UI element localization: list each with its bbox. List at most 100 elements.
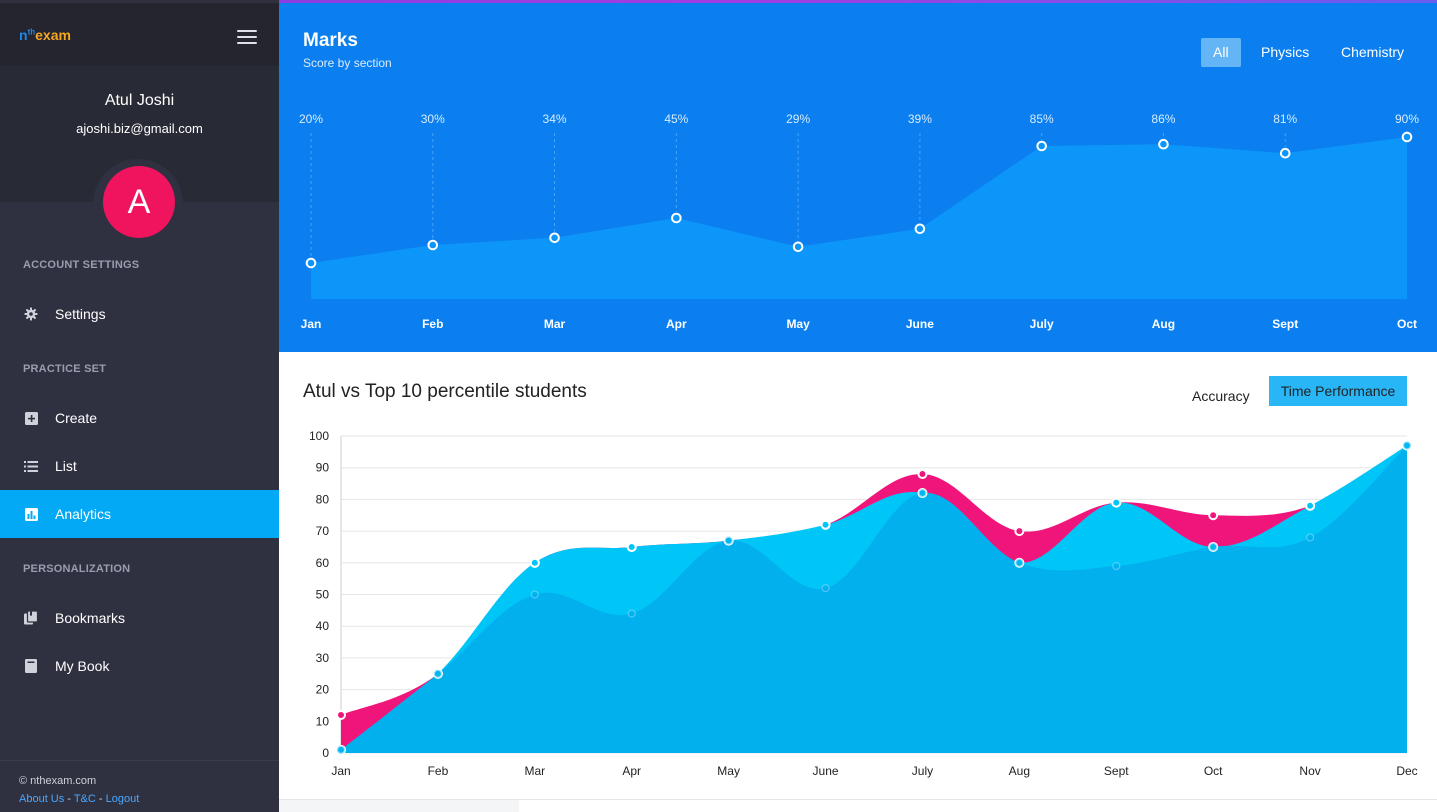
gear-icon <box>24 307 38 321</box>
marks-data-label: 39% <box>908 112 932 126</box>
marks-point <box>427 239 439 251</box>
y-tick-label: 70 <box>316 524 330 538</box>
marks-point <box>305 257 317 269</box>
series-overlap-point <box>918 488 927 498</box>
x-tick-label: Aug <box>1009 764 1030 778</box>
x-tick-label: July <box>912 764 933 778</box>
sidebar-item-label: My Book <box>55 658 110 674</box>
logo-superscript: th <box>27 27 36 37</box>
series-top10-point <box>529 557 540 568</box>
x-tick-label: Oct <box>1204 764 1223 778</box>
marks-x-label: May <box>786 317 810 331</box>
x-tick-label: June <box>813 764 839 778</box>
sidebar-item-bookmarks[interactable]: Bookmarks <box>0 594 279 642</box>
avatar[interactable]: A <box>103 166 175 238</box>
copyright: © nthexam.com <box>19 775 97 787</box>
terms-link[interactable]: T&C <box>73 793 96 805</box>
marks-x-label: Aug <box>1152 317 1175 331</box>
sidebar-item-settings[interactable]: Settings <box>0 290 279 338</box>
marks-data-label: 90% <box>1395 112 1419 126</box>
logo[interactable]: nthexam <box>19 27 71 43</box>
y-tick-label: 20 <box>316 683 330 697</box>
accuracy-toggle[interactable]: Accuracy <box>1192 388 1250 404</box>
time-performance-toggle[interactable]: Time Performance <box>1269 376 1407 406</box>
marks-x-label: July <box>1030 317 1054 331</box>
x-tick-label: Nov <box>1299 764 1320 778</box>
marks-point <box>1279 147 1291 159</box>
marks-x-label: Oct <box>1397 317 1417 331</box>
x-tick-label: Feb <box>428 764 449 778</box>
hamburger-menu-icon[interactable] <box>237 30 257 44</box>
marks-data-label: 34% <box>543 112 567 126</box>
sidebar-item-create[interactable]: Create <box>0 394 279 442</box>
section-personalization: PERSONALIZATION <box>23 563 131 575</box>
y-tick-label: 80 <box>316 492 330 506</box>
marks-x-label: Sept <box>1272 317 1298 331</box>
series-overlap-point <box>821 584 830 593</box>
marks-x-label: Mar <box>544 317 566 331</box>
section-practice-set: PRACTICE SET <box>23 363 107 375</box>
series-overlap-point <box>724 536 733 545</box>
series-overlap-point <box>433 669 443 678</box>
marks-x-label: Feb <box>422 317 443 331</box>
footer-separator: - <box>95 793 106 805</box>
marks-point <box>1158 138 1169 150</box>
bar-chart-icon <box>24 507 38 521</box>
sidebar-item-my-book[interactable]: My Book <box>0 642 279 690</box>
sidebar-item-analytics[interactable]: Analytics <box>0 490 279 538</box>
bookmarks-icon <box>24 611 38 625</box>
series-overlap-point <box>627 609 636 618</box>
series-overlap-point <box>1305 533 1315 542</box>
sidebar-footer: © nthexam.com About Us - T&C - Logout <box>0 760 279 812</box>
filter-all-button[interactable]: All <box>1201 38 1241 67</box>
marks-subtitle: Score by section <box>303 56 392 70</box>
brand-bar: nthexam <box>0 3 279 66</box>
y-tick-label: 0 <box>322 746 329 760</box>
logo-prefix: n <box>19 27 28 43</box>
top-accent-bar <box>0 0 1437 3</box>
sidebar-item-label: Settings <box>55 306 106 322</box>
sidebar-item-label: Bookmarks <box>55 610 126 626</box>
performance-title: Atul vs Top 10 percentile students <box>303 381 587 402</box>
series-overlap-point <box>1015 558 1024 567</box>
plus-square-icon <box>24 411 38 425</box>
bottom-strip <box>279 799 1437 812</box>
list-icon <box>24 459 38 473</box>
marks-point <box>549 232 560 244</box>
series-overlap-point <box>336 745 346 754</box>
series-atul-point <box>1014 526 1025 537</box>
marks-x-label: Apr <box>666 317 687 331</box>
marks-data-label: 86% <box>1151 112 1175 126</box>
series-atul-point <box>917 469 928 480</box>
marks-data-label: 85% <box>1030 112 1054 126</box>
series-overlap-point <box>1112 561 1121 571</box>
y-tick-label: 10 <box>316 714 330 728</box>
marks-data-label: 20% <box>299 112 323 126</box>
filter-chemistry-button[interactable]: Chemistry <box>1341 44 1405 60</box>
marks-data-label: 29% <box>786 112 810 126</box>
marks-point <box>792 241 804 253</box>
series-top10-point <box>626 541 637 552</box>
x-tick-label: Jan <box>331 764 350 778</box>
about-us-link[interactable]: About Us <box>19 793 65 805</box>
performance-panel: 0 10 20 30 40 50 60 70 80 90 100 Jan Feb Mar Apr May Jun… <box>279 352 1437 799</box>
logout-link[interactable]: Logout <box>105 793 140 805</box>
marks-data-label: 45% <box>664 112 688 126</box>
marks-point <box>914 223 926 235</box>
filter-physics-button[interactable]: Physics <box>1261 44 1310 60</box>
y-tick-label: 60 <box>316 556 330 570</box>
series-overlap-point <box>1402 441 1412 450</box>
series-overlap-point <box>1209 542 1218 552</box>
marks-x-label: Jan <box>301 317 322 331</box>
marks-point <box>671 212 682 224</box>
marks-area <box>311 137 1407 299</box>
series-top10-point <box>820 519 831 530</box>
marks-point <box>1036 140 1047 152</box>
series-top10-point <box>1305 500 1316 511</box>
series-top10-point <box>1111 497 1122 508</box>
x-tick-label: Mar <box>524 764 545 778</box>
footer-links: About Us - T&C - Logout <box>19 793 279 805</box>
y-tick-label: 90 <box>316 461 330 475</box>
sidebar-item-list[interactable]: List <box>0 442 279 490</box>
footer-separator: - <box>64 793 74 805</box>
